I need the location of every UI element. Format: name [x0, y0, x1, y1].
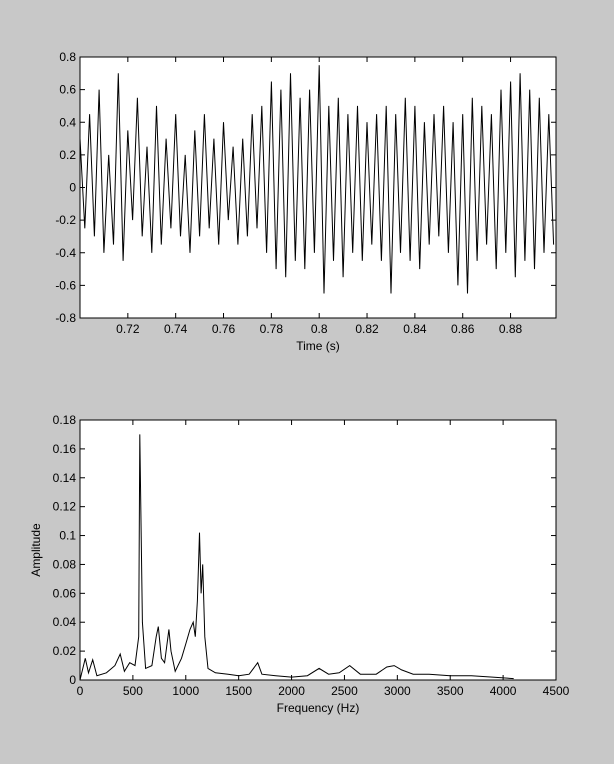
y-tick-label: -0.2	[55, 213, 76, 227]
x-tick-label: 0.88	[499, 322, 523, 336]
y-tick-label: 0.12	[53, 500, 77, 514]
signal-line	[79, 434, 514, 681]
y-tick-label: 0	[69, 181, 76, 195]
x-tick-label: 0.82	[355, 322, 379, 336]
x-tick-label: 4500	[543, 684, 570, 698]
y-tick-label: 0.14	[53, 471, 77, 485]
axes-frame	[79, 56, 557, 319]
x-axis-label: Time (s)	[296, 339, 340, 353]
y-tick-label: 0.02	[53, 644, 77, 658]
plot-area	[80, 420, 556, 680]
y-tick-label: 0.04	[53, 615, 77, 629]
x-tick-label: 2000	[278, 684, 305, 698]
y-tick-label: 0.16	[53, 442, 77, 456]
x-tick-label: 500	[123, 684, 143, 698]
y-axis-label: Amplitude	[29, 523, 43, 577]
y-tick-label: 0.4	[59, 115, 76, 129]
x-tick-label: 4000	[490, 684, 517, 698]
y-tick-label: -0.8	[55, 311, 76, 325]
x-tick-label: 2500	[331, 684, 358, 698]
x-tick-label: 1500	[225, 684, 252, 698]
y-tick-label: 0.18	[53, 413, 77, 427]
x-tick-label: 0.72	[116, 322, 140, 336]
y-tick-label: 0.08	[53, 557, 77, 571]
x-tick-label: 0.86	[451, 322, 475, 336]
axes-frame	[79, 419, 557, 681]
x-tick-label: 0.8	[311, 322, 328, 336]
x-tick-label: 0.84	[403, 322, 427, 336]
y-tick-label: 0.6	[59, 83, 76, 97]
x-tick-label: 0	[77, 684, 84, 698]
x-tick-label: 0.74	[164, 322, 188, 336]
y-tick-label: -0.4	[55, 246, 76, 260]
y-tick-label: 0.1	[59, 529, 76, 543]
x-tick-label: 1000	[172, 684, 199, 698]
y-tick-label: 0.2	[59, 148, 76, 162]
y-tick-label: 0	[69, 673, 76, 687]
x-axis-label: Frequency (Hz)	[277, 701, 360, 715]
y-tick-label: 0.8	[59, 50, 76, 64]
x-tick-label: 0.78	[260, 322, 284, 336]
y-tick-label: -0.6	[55, 278, 76, 292]
signal-line	[79, 65, 555, 294]
x-tick-label: 0.76	[212, 322, 236, 336]
y-tick-label: 0.06	[53, 586, 77, 600]
x-tick-label: 3000	[384, 684, 411, 698]
x-tick-label: 3500	[437, 684, 464, 698]
